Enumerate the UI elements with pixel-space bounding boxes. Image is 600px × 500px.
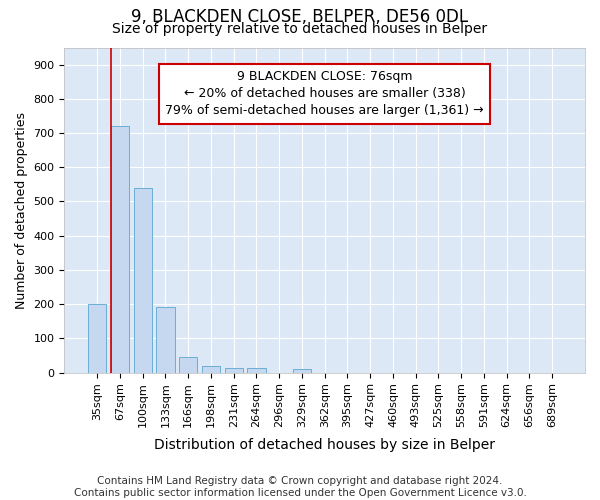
- Text: 9 BLACKDEN CLOSE: 76sqm
← 20% of detached houses are smaller (338)
79% of semi-d: 9 BLACKDEN CLOSE: 76sqm ← 20% of detache…: [166, 70, 484, 118]
- Y-axis label: Number of detached properties: Number of detached properties: [15, 112, 28, 308]
- Bar: [202, 366, 220, 372]
- Bar: [247, 368, 266, 372]
- Bar: [111, 126, 129, 372]
- Bar: [293, 369, 311, 372]
- Bar: [157, 307, 175, 372]
- X-axis label: Distribution of detached houses by size in Belper: Distribution of detached houses by size …: [154, 438, 495, 452]
- Bar: [134, 188, 152, 372]
- Text: 9, BLACKDEN CLOSE, BELPER, DE56 0DL: 9, BLACKDEN CLOSE, BELPER, DE56 0DL: [131, 8, 469, 26]
- Bar: [179, 357, 197, 372]
- Text: Size of property relative to detached houses in Belper: Size of property relative to detached ho…: [112, 22, 488, 36]
- Bar: [88, 304, 106, 372]
- Text: Contains HM Land Registry data © Crown copyright and database right 2024.
Contai: Contains HM Land Registry data © Crown c…: [74, 476, 526, 498]
- Bar: [224, 368, 243, 372]
